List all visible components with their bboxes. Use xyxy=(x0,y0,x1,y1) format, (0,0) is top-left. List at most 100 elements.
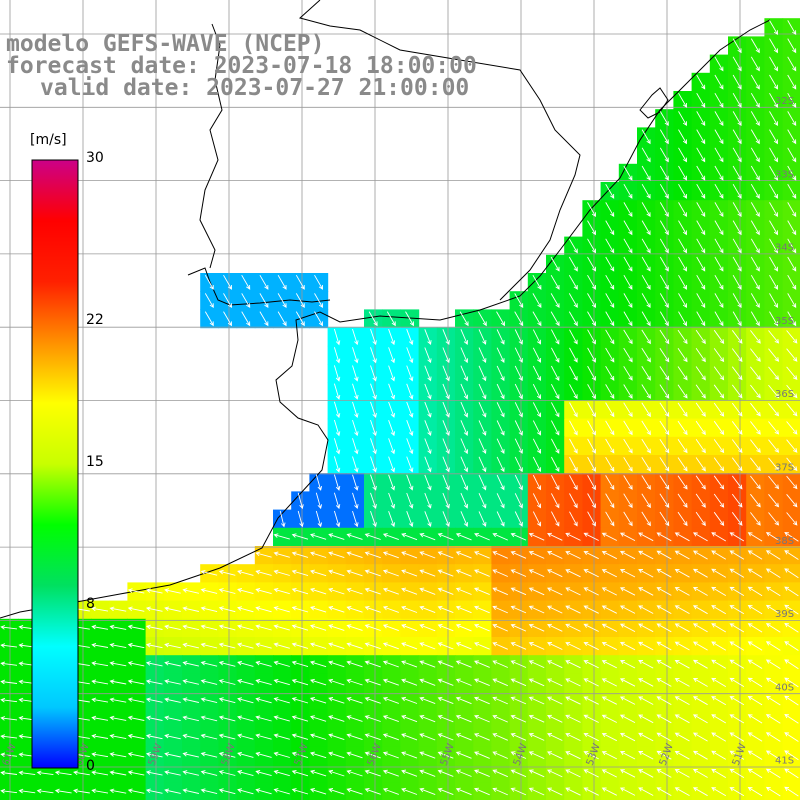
wind-arrow xyxy=(382,587,399,595)
wind-arrow xyxy=(732,274,742,290)
wind-arrow xyxy=(328,587,345,595)
wind-arrow xyxy=(696,129,706,145)
wind-arrow xyxy=(510,769,527,778)
wind-arrow xyxy=(401,678,418,686)
wind-arrow xyxy=(255,551,272,558)
wind-arrow xyxy=(401,715,418,723)
wind-arrow xyxy=(568,274,578,290)
wind-arrow xyxy=(623,493,633,509)
colorbar-tick-15: 15 xyxy=(86,454,104,470)
wind-arrow xyxy=(182,642,200,649)
wind-arrow xyxy=(784,768,799,779)
wind-arrow xyxy=(510,787,527,796)
wind-arrow xyxy=(401,787,418,795)
wind-arrow xyxy=(641,202,651,218)
wind-arrow xyxy=(587,274,596,290)
wind-arrow xyxy=(765,586,781,597)
wind-arrow xyxy=(732,202,742,218)
speed-cell xyxy=(418,782,438,800)
wind-arrow xyxy=(765,550,781,560)
wind-arrow xyxy=(406,438,414,455)
wind-arrow xyxy=(514,420,523,436)
wind-arrow xyxy=(696,111,706,127)
wind-arrow xyxy=(714,220,724,236)
wind-arrow xyxy=(532,402,542,418)
wind-arrow xyxy=(291,751,309,759)
wind-arrow xyxy=(786,457,798,472)
wind-arrow xyxy=(259,293,269,309)
wind-arrow xyxy=(678,183,687,199)
wind-arrow xyxy=(401,624,418,632)
speed-cell xyxy=(527,782,547,800)
speed-cell xyxy=(491,782,511,800)
wind-arrow xyxy=(638,660,654,669)
wind-arrow xyxy=(528,769,545,778)
wind-arrow xyxy=(310,733,327,740)
wind-arrow xyxy=(492,678,508,687)
wind-arrow xyxy=(406,383,414,400)
wind-arrow xyxy=(769,147,778,163)
wind-arrow xyxy=(551,383,560,400)
wind-arrow xyxy=(478,474,487,491)
wind-arrow xyxy=(678,311,687,327)
wind-arrow xyxy=(551,329,560,345)
wind-arrow xyxy=(605,384,615,400)
wind-arrow xyxy=(237,733,254,740)
wind-arrow xyxy=(528,660,545,669)
wind-arrow xyxy=(692,568,708,578)
wind-arrow xyxy=(510,678,527,687)
wind-arrow xyxy=(638,605,654,614)
wind-arrow xyxy=(382,751,399,759)
wind-arrow xyxy=(729,550,745,560)
wind-arrow xyxy=(732,111,742,127)
wind-arrow xyxy=(514,474,523,491)
wind-arrow xyxy=(346,533,363,540)
wind-arrow xyxy=(442,365,450,382)
wind-arrow xyxy=(547,678,563,687)
wind-arrow xyxy=(765,604,781,615)
wind-arrow xyxy=(713,329,725,344)
speed-cell xyxy=(782,182,800,201)
wind-arrow xyxy=(623,384,633,399)
wind-arrow xyxy=(696,147,706,163)
wind-arrow xyxy=(677,384,688,399)
wind-arrow xyxy=(455,660,472,668)
wind-arrow xyxy=(532,329,542,345)
wind-arrow xyxy=(492,696,508,705)
wind-arrow xyxy=(547,605,563,614)
wind-arrow xyxy=(460,456,469,473)
wind-arrow xyxy=(218,751,236,758)
wind-arrow xyxy=(587,220,596,236)
wind-arrow xyxy=(492,769,508,778)
wind-arrow xyxy=(659,274,669,290)
wind-arrow xyxy=(768,512,780,526)
wind-arrow xyxy=(528,551,545,559)
wind-arrow xyxy=(295,274,305,290)
wind-arrow xyxy=(164,697,181,703)
wind-arrow xyxy=(769,274,778,290)
wind-arrow xyxy=(623,347,633,363)
wind-arrow xyxy=(388,347,396,364)
wind-arrow xyxy=(295,293,305,309)
wind-arrow xyxy=(419,678,436,686)
wind-arrow xyxy=(619,660,636,669)
wind-arrow xyxy=(787,92,797,108)
wind-arrow xyxy=(182,788,200,794)
model-title: modelo GEFS-WAVE (NCEP) xyxy=(6,31,325,57)
wind-arrow xyxy=(677,439,688,454)
wind-arrow xyxy=(388,420,396,437)
wind-arrow xyxy=(333,456,341,473)
wind-arrow xyxy=(109,624,127,630)
wind-arrow xyxy=(532,420,542,436)
wind-arrow xyxy=(784,677,799,688)
wind-arrow xyxy=(315,474,323,491)
wind-arrow xyxy=(459,311,469,327)
wind-arrow xyxy=(237,660,254,667)
wind-arrow xyxy=(765,568,781,578)
wind-arrow xyxy=(424,420,432,436)
wind-arrow xyxy=(692,623,708,633)
wind-arrow xyxy=(496,456,505,473)
wind-arrow xyxy=(713,366,725,381)
wind-arrow xyxy=(255,569,272,576)
wind-arrow xyxy=(328,533,345,540)
